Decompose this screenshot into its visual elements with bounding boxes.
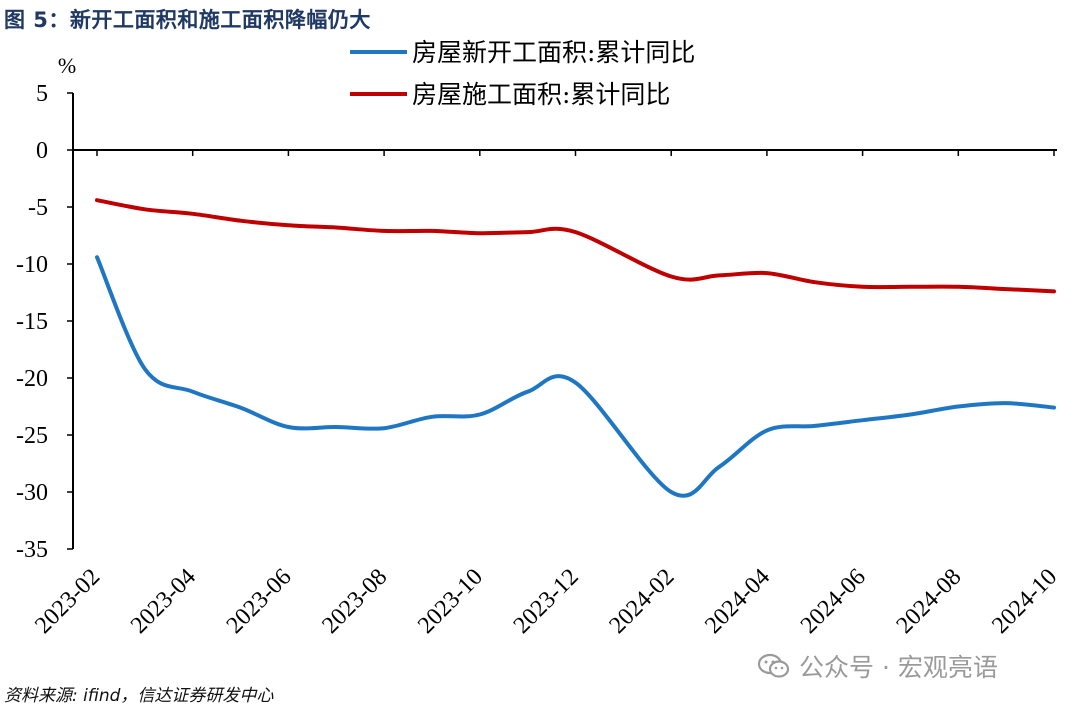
x-tick-label: 2024-06	[796, 564, 871, 639]
y-tick-label: 0	[36, 138, 48, 164]
x-tick-label: 2023-12	[509, 564, 584, 639]
series-line-1	[95, 255, 1056, 498]
y-tick-label: -35	[16, 537, 48, 563]
x-tick-label: 2023-02	[30, 564, 105, 639]
series-line-2	[95, 198, 1056, 294]
figure-title: 图 5：新开工面积和施工面积降幅仍大	[4, 8, 371, 32]
x-tick-label: 2023-10	[413, 564, 488, 639]
y-tick-label: -30	[16, 480, 48, 506]
source-note: 资料来源: ifind，信达证券研发中心	[4, 686, 274, 706]
y-tick-label: 5	[36, 81, 48, 107]
y-axis-unit-label: %	[58, 53, 76, 78]
y-tick-label: -15	[16, 309, 48, 335]
y-tick-label: -25	[16, 423, 48, 449]
x-tick-label: 2024-08	[892, 564, 967, 639]
wechat-icon	[757, 653, 790, 678]
watermark-text: 公众号 · 宏观亮语	[799, 653, 998, 682]
x-tick-label: 2023-08	[317, 564, 392, 639]
x-tick-label: 2023-04	[126, 564, 201, 639]
y-tick-label: -20	[16, 366, 48, 392]
x-tick-label: 2024-10	[987, 564, 1062, 639]
watermark: 公众号 · 宏观亮语	[757, 648, 998, 684]
y-tick-label: -5	[28, 195, 48, 221]
x-tick-label: 2024-04	[700, 564, 775, 639]
legend-label-2: 房屋施工面积:累计同比	[412, 80, 670, 109]
y-tick-label: -10	[16, 252, 48, 278]
y-axis: 5 0 -5 -10 -15 -20 -25 -30 -35	[16, 81, 74, 563]
x-tick-label: 2023-06	[222, 564, 297, 639]
legend-label-1: 房屋新开工面积:累计同比	[412, 38, 695, 67]
x-tick-label: 2024-02	[604, 564, 679, 639]
series-layer	[95, 198, 1056, 498]
x-axis: 2023-02 2023-04 2023-06 2023-08 2023-10 2023-…	[30, 149, 1062, 639]
